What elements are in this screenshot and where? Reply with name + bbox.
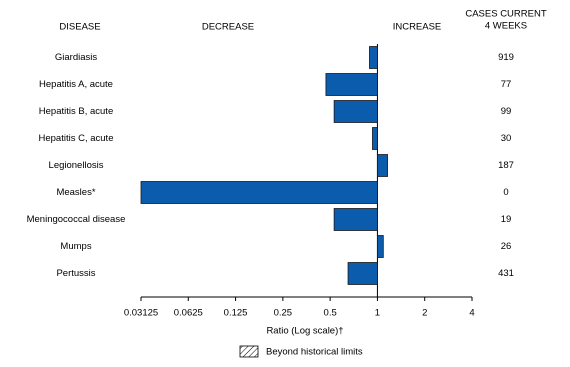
bar [372,127,378,150]
header-cases: 4 WEEKS [485,21,527,32]
bar [369,46,378,69]
cases-value: 26 [501,241,512,252]
x-tick-label: 0.0625 [174,308,203,319]
x-tick-label: 0.03125 [124,308,158,319]
header-decrease: DECREASE [202,22,254,33]
category-label: Hepatitis A, acute [39,79,113,90]
cases-value: 0 [503,187,508,198]
cases-value: 19 [501,214,512,225]
category-label: Pertussis [56,268,95,279]
category-label: Hepatitis C, acute [39,133,114,144]
header-increase: INCREASE [393,22,442,33]
cases-value: 187 [498,160,514,171]
cases-value: 30 [501,133,512,144]
x-axis-label: Ratio (Log scale)† [266,326,343,337]
header-cases: CASES CURRENT [465,9,546,20]
x-tick-label: 4 [469,308,474,319]
x-tick-label: 1 [375,308,380,319]
cases-value: 77 [501,79,512,90]
bar [325,73,378,96]
x-tick-label: 0.25 [274,308,293,319]
x-tick-label: 0.5 [324,308,337,319]
category-label: Legionellosis [49,160,104,171]
category-label: Meningococcal disease [27,214,126,225]
category-label: Giardiasis [55,52,97,63]
category-label: Mumps [60,241,91,252]
x-tick-label: 2 [422,308,427,319]
legend-label: Beyond historical limits [266,347,363,358]
bar [140,181,378,204]
x-tick-label: 0.125 [224,308,248,319]
cases-value: 431 [498,268,514,279]
bar [333,100,378,123]
category-label: Hepatitis B, acute [39,106,113,117]
legend-swatch [239,345,259,358]
bar [377,154,388,177]
cases-value: 99 [501,106,512,117]
bar [377,235,384,258]
bar [347,262,378,285]
category-label: Measles* [56,187,95,198]
header-disease: DISEASE [59,22,100,33]
cases-value: 919 [498,52,514,63]
bar [333,208,378,231]
